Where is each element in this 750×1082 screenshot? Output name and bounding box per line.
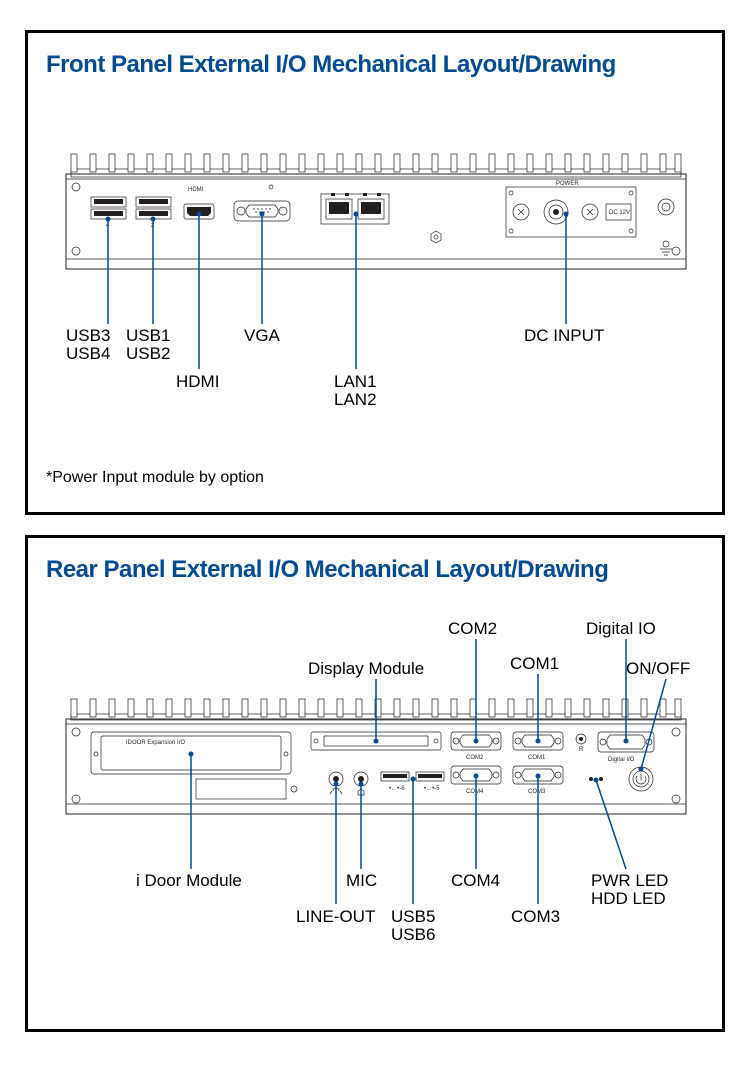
svg-text:•←•-6: •←•-6 [389,786,405,792]
rear-callouts-bottom: i Door Module LINE-OUT MIC USB5 USB6 COM… [136,752,668,945]
svg-text:COM4: COM4 [451,871,500,890]
svg-text:LAN1: LAN1 [334,372,377,391]
svg-text:USB4: USB4 [66,344,110,363]
front-panel-diagram: 4 2 HDMI [46,99,704,459]
usb-ports-icon: 4 2 [91,197,171,229]
svg-text:HDMI: HDMI [176,372,219,391]
ground-stud-icon [658,199,674,215]
svg-text:USB2: USB2 [126,344,170,363]
svg-text:COM2: COM2 [466,755,484,761]
svg-text:USB6: USB6 [391,925,435,944]
svg-text:COM4: COM4 [466,789,484,795]
idoor-module-icon: IDOOR Expansion I/O [91,732,297,799]
svg-text:Digital IO: Digital IO [586,619,656,638]
rear-panel-section: Rear Panel External I/O Mechanical Layou… [25,535,725,1032]
front-panel-title: Front Panel External I/O Mechanical Layo… [46,51,704,79]
svg-text:Display Module: Display Module [308,659,424,678]
svg-text:USB5: USB5 [391,907,435,926]
svg-text:PWR LED: PWR LED [591,871,668,890]
svg-text:COM3: COM3 [528,789,546,795]
svg-text:COM3: COM3 [511,907,560,926]
svg-text:Digital I/O: Digital I/O [608,757,635,763]
svg-text:•←•-5: •←•-5 [424,786,440,792]
svg-text:ON/OFF: ON/OFF [626,659,690,678]
svg-text:VGA: VGA [244,326,281,345]
svg-text:LINE-OUT: LINE-OUT [296,907,375,926]
svg-text:POWER: POWER [556,181,579,187]
lan-ports-icon [321,193,389,224]
svg-text:DC INPUT: DC INPUT [524,326,604,345]
svg-text:USB3: USB3 [66,326,110,345]
svg-text:IDOOR Expansion I/O: IDOOR Expansion I/O [126,740,185,746]
front-panel-footnote: *Power Input module by option [46,469,704,487]
com-ports-icon: COM2 COM1 COM4 [451,732,563,795]
front-panel-section: Front Panel External I/O Mechanical Layo… [25,30,725,515]
svg-text:DC 12V: DC 12V [609,210,630,216]
power-module-icon: POWER DC 12V [506,181,636,237]
svg-text:COM2: COM2 [448,619,497,638]
rear-callouts-top: Display Module COM2 COM1 Digital IO ON/O… [308,619,690,772]
hex-standoff-icon [431,231,441,243]
svg-text:i Door Module: i Door Module [136,871,242,890]
chassis-body-icon [66,174,686,269]
rear-panel-title: Rear Panel External I/O Mechanical Layou… [46,556,704,584]
svg-text:HDMI: HDMI [188,187,204,193]
svg-text:LAN2: LAN2 [334,390,377,409]
svg-text:USB1: USB1 [126,326,170,345]
svg-text:COM1: COM1 [510,654,559,673]
front-callouts: USB3 USB4 USB1 USB2 HDMI VGA LAN1 LAN2 D… [66,212,604,410]
svg-text:MIC: MIC [346,871,377,890]
rear-panel-diagram: IDOOR Expansion I/O [46,604,704,1004]
svg-text:HDD LED: HDD LED [591,889,666,908]
svg-text:R: R [579,747,584,753]
svg-text:COM1: COM1 [528,755,546,761]
